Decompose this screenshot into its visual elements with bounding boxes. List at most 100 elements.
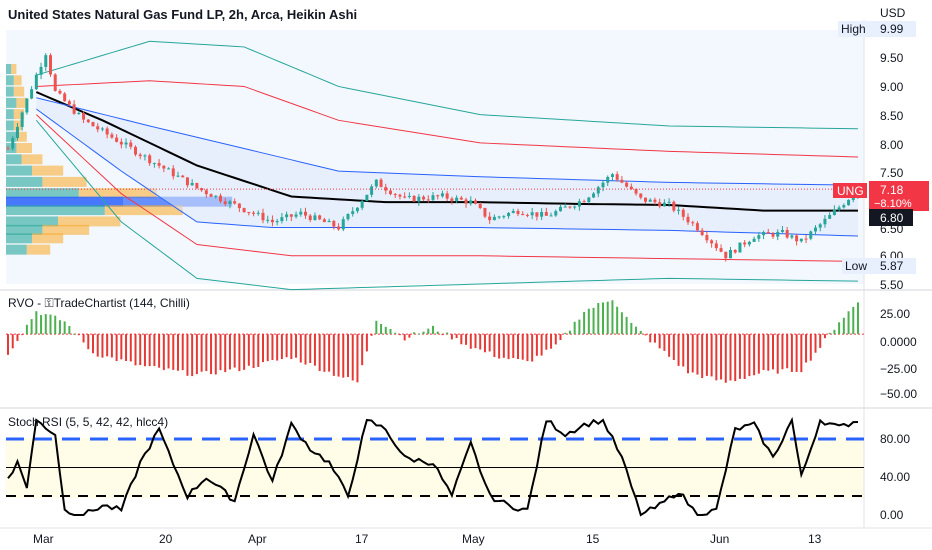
band-lower-green-line bbox=[35, 119, 859, 291]
volume-profile-sell bbox=[21, 154, 43, 165]
rvo-bar bbox=[498, 334, 501, 359]
volume-profile-sell bbox=[42, 224, 90, 235]
candle-body bbox=[398, 194, 402, 197]
candle-body bbox=[738, 242, 742, 253]
rvo-bar bbox=[120, 334, 123, 360]
band-lower-blue-line bbox=[36, 108, 859, 237]
rvo-bar bbox=[257, 334, 260, 367]
band-upper-blue-line bbox=[36, 97, 859, 186]
candle-body bbox=[185, 177, 189, 186]
candle-body bbox=[563, 206, 567, 208]
volume-profile-buy bbox=[6, 64, 12, 75]
rvo-bar bbox=[134, 334, 137, 366]
volume-profile-sell bbox=[13, 86, 25, 97]
rvo-bar bbox=[587, 308, 590, 335]
candle-body bbox=[275, 221, 279, 223]
band-fill bbox=[36, 97, 859, 237]
rvo-bar bbox=[795, 334, 798, 372]
candle-body bbox=[58, 90, 62, 94]
rvo-bar bbox=[465, 334, 468, 345]
rvo-bar bbox=[313, 334, 316, 366]
rvo-bar bbox=[238, 334, 241, 372]
rvo-bar bbox=[757, 334, 760, 374]
candle-body bbox=[757, 235, 761, 239]
candle-body bbox=[389, 190, 392, 195]
low-value-box bbox=[872, 258, 916, 274]
rvo-bar bbox=[380, 323, 383, 335]
rvo-bar bbox=[568, 330, 571, 335]
price-tick: 5.50 bbox=[880, 278, 904, 292]
candle-body bbox=[289, 214, 293, 217]
candle-body bbox=[25, 98, 29, 113]
candle-body bbox=[195, 182, 199, 189]
candle-body bbox=[67, 101, 71, 105]
volume-profile-buy bbox=[6, 196, 123, 207]
candle-body bbox=[837, 207, 841, 210]
rvo-axis: 25.00 0.0000 −25.00 −50.00 bbox=[880, 307, 917, 401]
volume-profile-sell bbox=[58, 216, 121, 227]
rvo-bar bbox=[49, 314, 52, 335]
last-price: 7.18 bbox=[880, 183, 904, 197]
rvo-bar bbox=[460, 334, 463, 345]
volume-profile-sell bbox=[13, 75, 22, 86]
rvo-bar bbox=[233, 334, 236, 368]
candle-body bbox=[540, 211, 544, 217]
rvo-bar bbox=[687, 334, 689, 374]
candle-body bbox=[129, 142, 133, 147]
candle-body bbox=[497, 216, 501, 218]
volume-profile-buy bbox=[6, 154, 22, 165]
candle-body bbox=[587, 197, 591, 203]
candle-body bbox=[209, 194, 213, 197]
volume-profile-buy bbox=[6, 120, 14, 131]
candle-body bbox=[332, 220, 336, 227]
volume-profile-buy bbox=[6, 233, 32, 244]
rvo-bar bbox=[58, 320, 61, 335]
rvo-bar bbox=[181, 334, 184, 371]
rvo-bar bbox=[620, 312, 623, 335]
rvo-bar bbox=[583, 312, 586, 335]
candle-body bbox=[776, 231, 780, 237]
rvo-bar bbox=[309, 334, 312, 364]
rvo-bar bbox=[819, 334, 822, 348]
rvo-bar bbox=[455, 334, 458, 339]
rvo-bar bbox=[77, 334, 80, 336]
volume-profile-sell bbox=[13, 109, 25, 120]
volume-profile-sell bbox=[78, 188, 157, 199]
rvo-bar bbox=[748, 334, 751, 377]
rvo-bar bbox=[526, 334, 529, 362]
candle-body bbox=[96, 126, 100, 130]
candle-body bbox=[568, 206, 572, 208]
rvo-bar bbox=[87, 334, 90, 350]
rvo-bar bbox=[323, 334, 326, 372]
rvo-bar bbox=[82, 334, 85, 343]
rvo-bar bbox=[743, 334, 746, 379]
low-label-box bbox=[842, 258, 872, 274]
rvo-bar bbox=[21, 334, 24, 336]
rvo-bar bbox=[54, 315, 57, 335]
rvo-bar bbox=[365, 334, 368, 352]
volume-profile-buy bbox=[6, 75, 14, 86]
candle-body bbox=[299, 211, 303, 215]
candle-body bbox=[492, 216, 496, 221]
moving-average-line bbox=[35, 91, 858, 212]
candle-body bbox=[521, 214, 525, 216]
rvo-bar bbox=[776, 334, 779, 374]
rvo-bar bbox=[384, 326, 387, 335]
candle-body bbox=[252, 212, 256, 214]
rvo-bar bbox=[139, 334, 142, 366]
rvo-bar bbox=[40, 315, 43, 335]
rvo-bar bbox=[531, 334, 534, 362]
candle-body bbox=[105, 128, 109, 135]
rvo-bar bbox=[573, 321, 576, 335]
ma-value-box bbox=[869, 209, 913, 226]
volume-profile-buy bbox=[6, 143, 17, 154]
candle-body bbox=[204, 190, 208, 195]
candle-body bbox=[228, 201, 232, 205]
rsi-tick: 0.00 bbox=[880, 508, 904, 522]
ma-value: 6.80 bbox=[880, 211, 904, 225]
candle-body bbox=[63, 93, 67, 102]
candle-body bbox=[502, 216, 506, 218]
rvo-bar bbox=[823, 334, 826, 339]
rvo-bar bbox=[92, 334, 94, 354]
rvo-bar bbox=[191, 334, 194, 377]
